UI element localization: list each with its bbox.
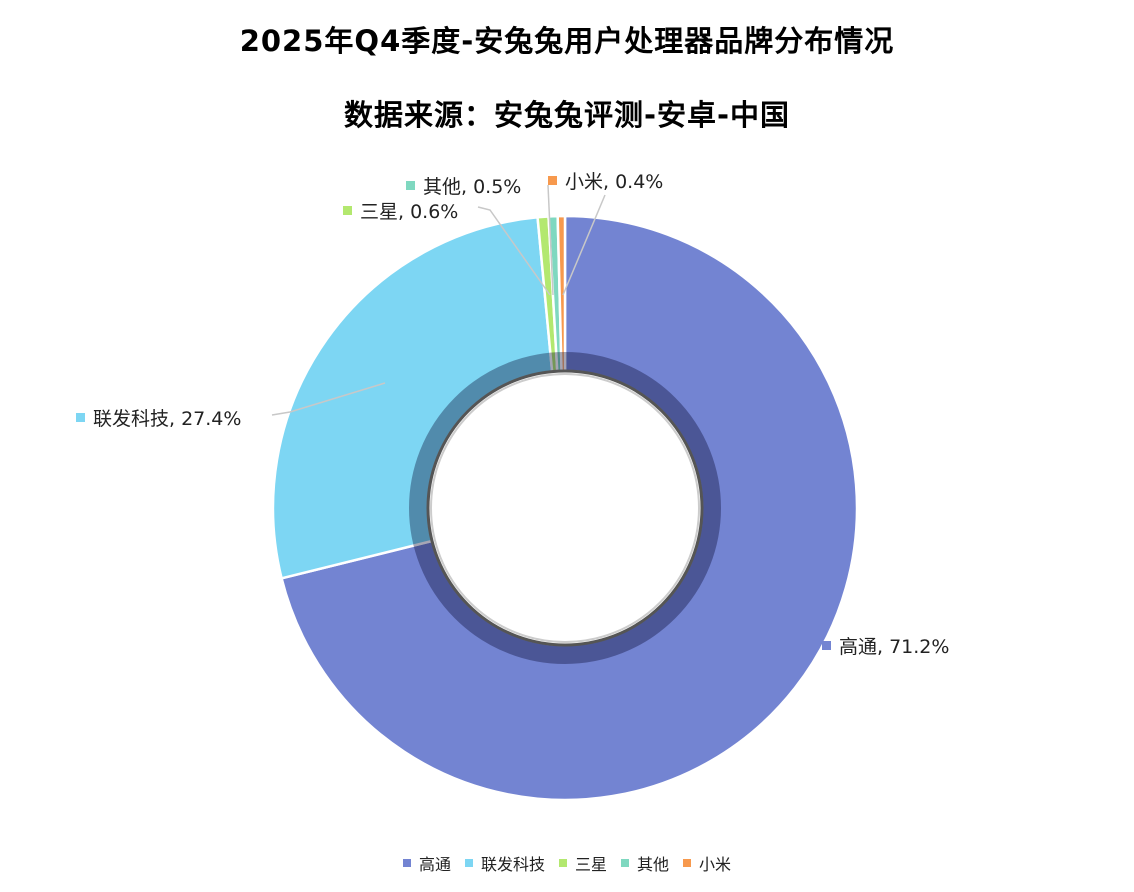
- chart-subtitle: 数据来源：安兔兔评测-安卓-中国: [343, 98, 791, 132]
- leader-line-4: [562, 194, 606, 296]
- data-label-1: 联发科技, 27.4%: [76, 404, 241, 431]
- label-swatch: [822, 641, 831, 650]
- legend-label: 其他: [637, 855, 670, 874]
- legend-label: 联发科技: [480, 855, 545, 874]
- data-label-0: 高通, 71.2%: [822, 632, 949, 659]
- data-label-text: 高通, 71.2%: [839, 636, 950, 658]
- legend-item: 联发科技: [464, 851, 545, 875]
- legend-swatch: [558, 859, 567, 867]
- data-label-text: 其他, 0.5%: [423, 176, 522, 198]
- legend-swatch: [621, 859, 629, 867]
- legend-swatch: [402, 859, 411, 867]
- legend-swatch: [683, 859, 692, 867]
- data-label-4: 小米, 0.4%: [548, 167, 663, 194]
- inner-shadow-ring: [409, 352, 721, 664]
- data-label-text: 三星, 0.6%: [360, 201, 459, 223]
- data-label-text: 小米, 0.4%: [565, 171, 664, 193]
- legend-item: 三星: [558, 851, 607, 875]
- label-swatch: [548, 176, 557, 185]
- legend-label: 高通: [418, 855, 451, 874]
- legend-item: 其他: [621, 851, 669, 875]
- data-label-3: 其他, 0.5%: [406, 172, 521, 199]
- data-label-text: 联发科技, 27.4%: [93, 408, 242, 430]
- legend-item: 高通: [402, 851, 451, 875]
- label-swatch: [343, 206, 352, 215]
- label-swatch: [406, 181, 415, 190]
- leader-line-2: [477, 206, 551, 296]
- legend-label: 三星: [574, 855, 607, 874]
- legend-label: 小米: [699, 855, 732, 874]
- legend: 高通 联发科技 三星 其他 小米: [0, 851, 1134, 875]
- data-label-2: 三星, 0.6%: [343, 197, 458, 224]
- donut-hole-inner: [430, 373, 700, 643]
- leader-line-3: [547, 184, 554, 296]
- legend-swatch: [464, 859, 473, 867]
- label-swatch: [76, 413, 85, 422]
- leader-line-1: [271, 382, 386, 416]
- chart-title: 2025年Q4季度-安兔兔用户处理器品牌分布情况: [239, 24, 895, 58]
- legend-item: 小米: [683, 851, 731, 875]
